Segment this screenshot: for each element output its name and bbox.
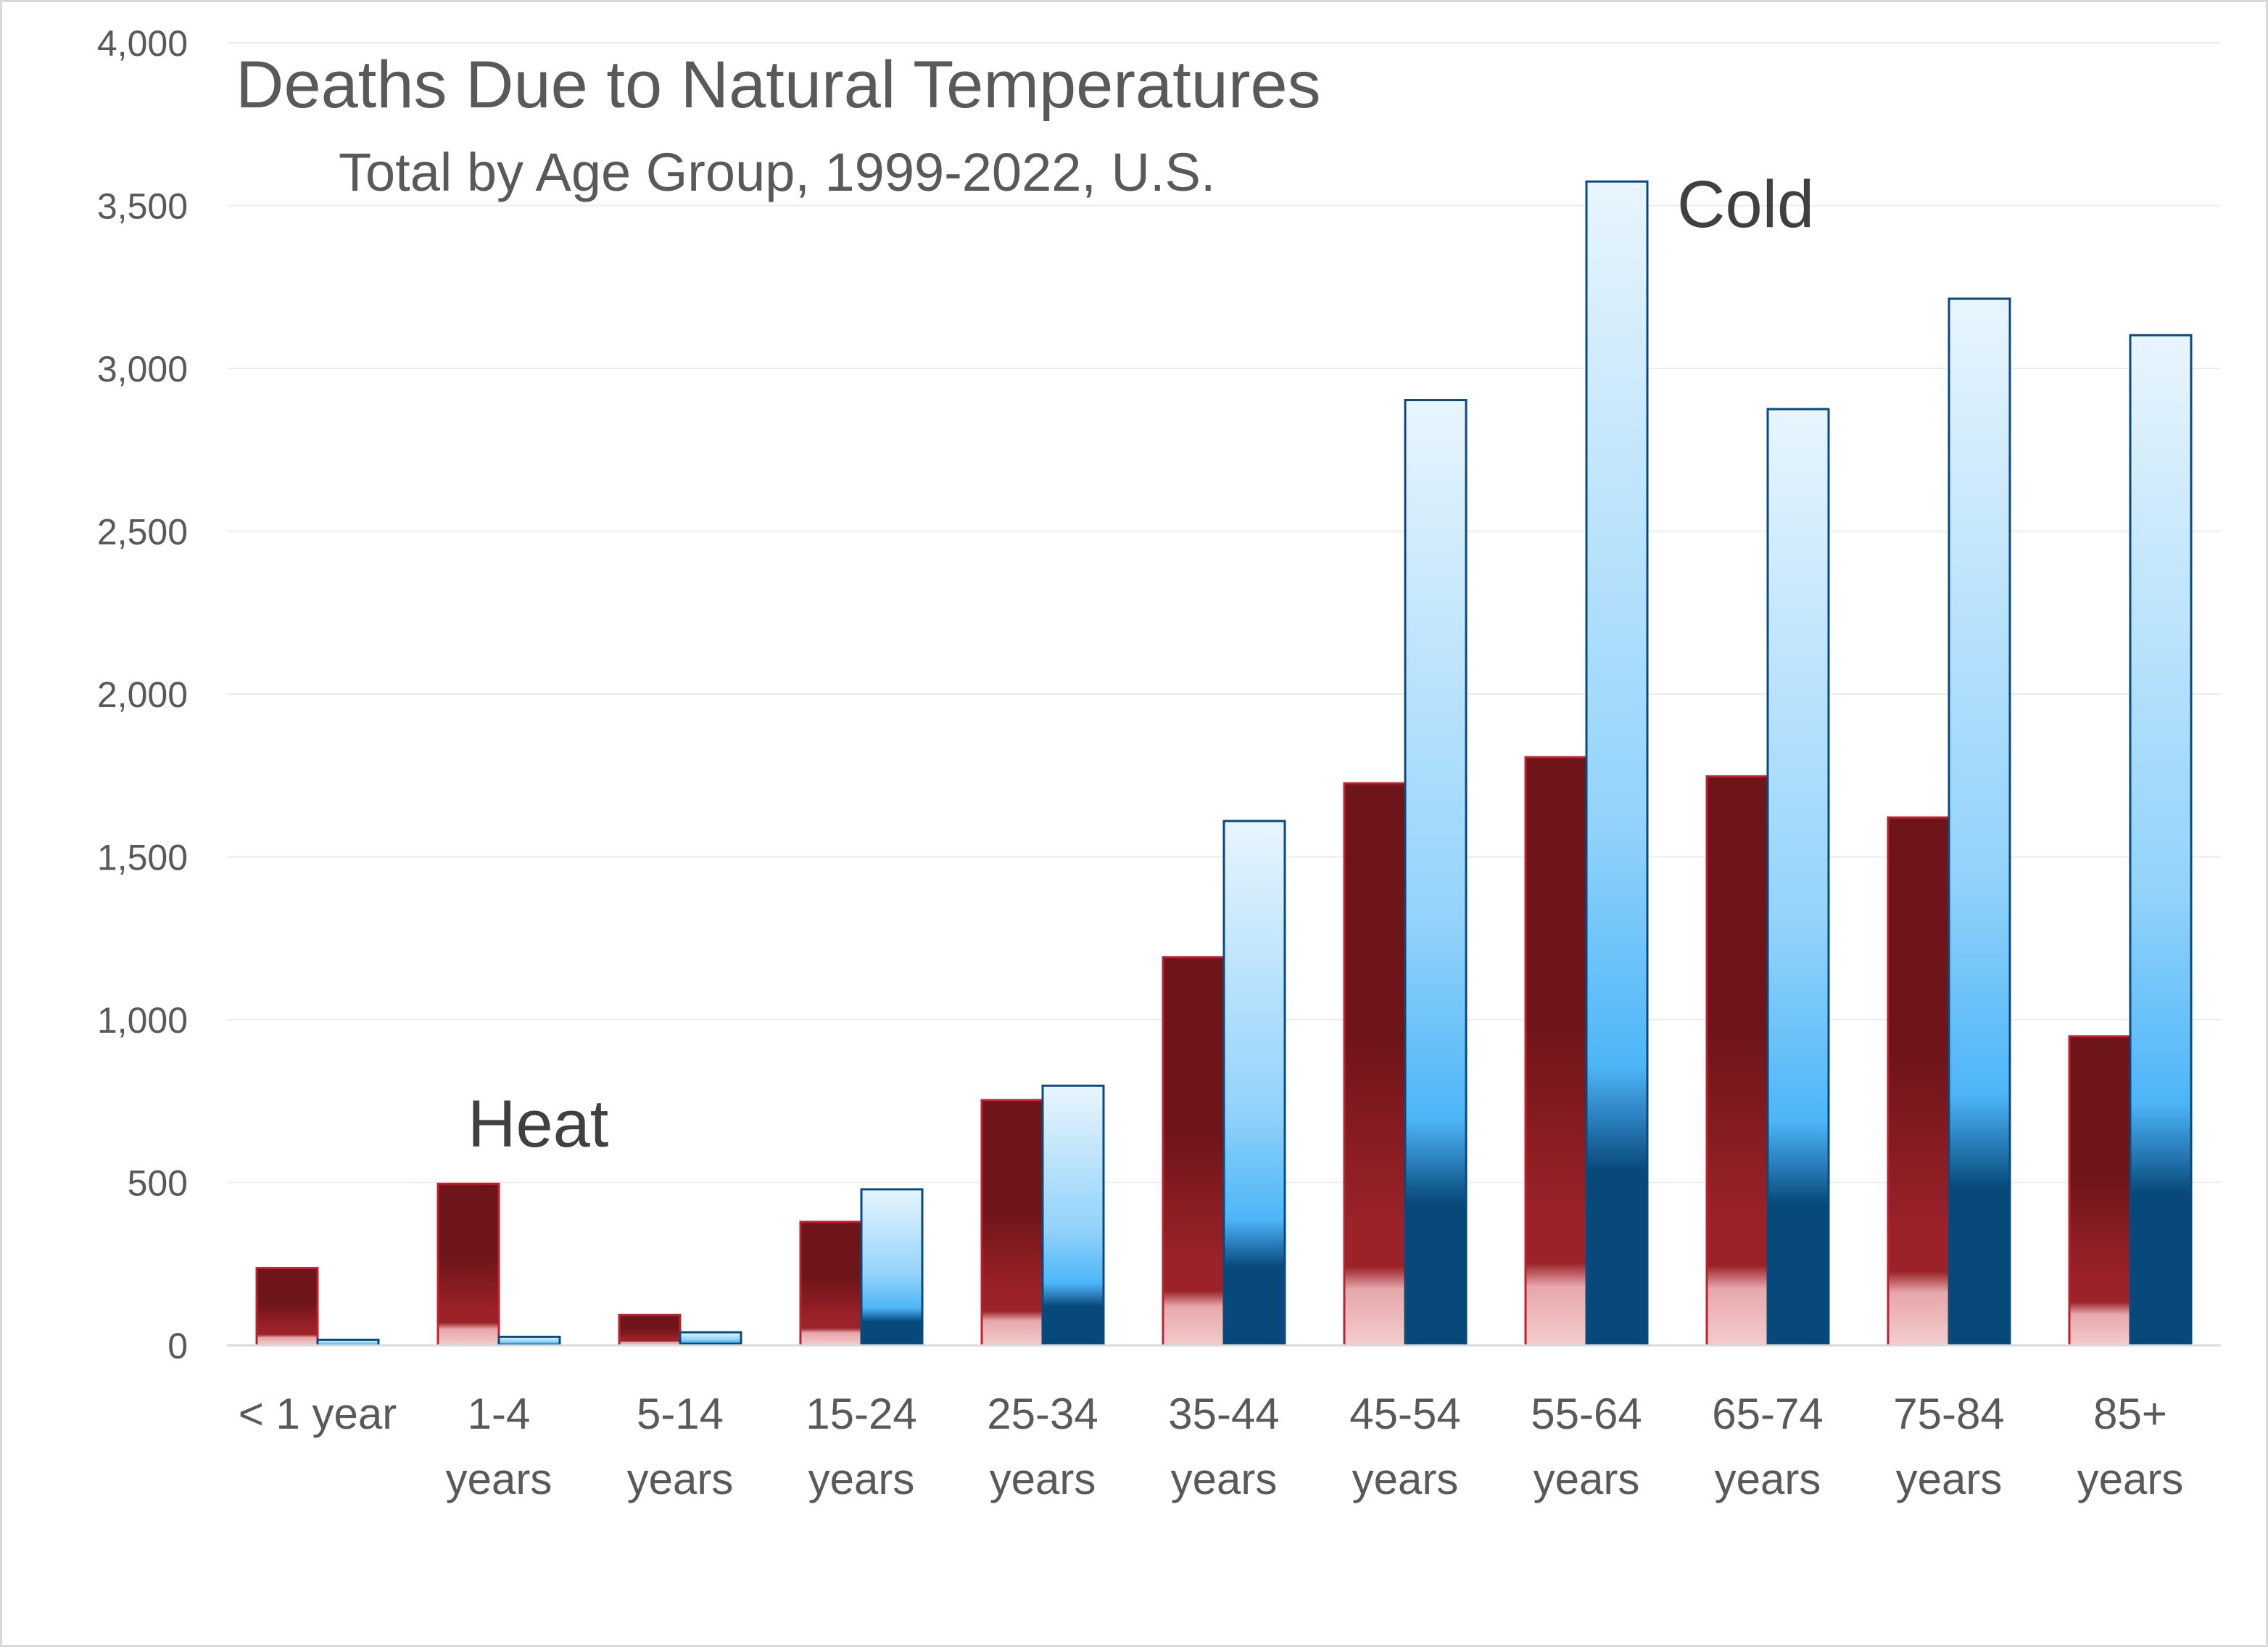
- bar-cold: [1222, 820, 1286, 1347]
- x-tick-label: < 1 year: [239, 1390, 397, 1438]
- x-tick-label: years: [1534, 1455, 1640, 1503]
- x-tick-label: 5-14: [637, 1390, 724, 1438]
- y-tick-label: 3,000: [97, 349, 188, 389]
- bar-cold: [497, 1335, 561, 1347]
- x-tick-label: years: [1352, 1455, 1459, 1503]
- x-tick-label: 55-64: [1531, 1390, 1642, 1438]
- bar-heat: [2068, 1035, 2132, 1347]
- y-tick-label: 1,000: [97, 1000, 188, 1041]
- y-axis-ticks: 0 500 1,000 1,500 2,000 2,500 3,000 3,500 4,000: [97, 23, 188, 1366]
- annotation-cold: Cold: [1677, 168, 1814, 242]
- bar-heat: [1705, 775, 1769, 1347]
- bars: [255, 180, 2193, 1347]
- bar-heat: [1887, 816, 1950, 1347]
- y-tick-label: 1,500: [97, 838, 188, 878]
- chart-subtitle: Total by Age Group, 1999-2022, U.S.: [339, 142, 1215, 202]
- bar-heat: [1524, 756, 1588, 1347]
- y-tick-label: 2,500: [97, 512, 188, 553]
- x-tick-label: 75-84: [1893, 1390, 2004, 1438]
- bar-cold: [2129, 334, 2193, 1347]
- x-tick-label: years: [627, 1455, 734, 1503]
- bar-heat: [799, 1221, 863, 1347]
- y-tick-label: 3,500: [97, 186, 188, 227]
- y-tick-label: 4,000: [97, 23, 188, 64]
- x-tick-label: years: [2077, 1455, 2184, 1503]
- y-tick-label: 0: [167, 1326, 188, 1366]
- bar-heat: [618, 1313, 682, 1347]
- bar-cold: [1766, 408, 1830, 1347]
- x-axis-ticks: < 1 year 1-4 years 5-14 years 15-24 years 25-34…: [239, 1390, 2184, 1503]
- bar-heat: [1162, 956, 1225, 1347]
- x-tick-label: years: [808, 1455, 915, 1503]
- x-tick-label: 25-34: [987, 1390, 1098, 1438]
- x-tick-label: years: [990, 1455, 1096, 1503]
- bar-cold: [1404, 399, 1468, 1347]
- y-tick-label: 2,000: [97, 674, 188, 715]
- x-tick-label: years: [1896, 1455, 2003, 1503]
- bar-cold: [1948, 297, 2011, 1347]
- x-tick-label: 35-44: [1168, 1390, 1279, 1438]
- x-tick-label: 1-4: [468, 1390, 531, 1438]
- x-tick-label: 85+: [2093, 1390, 2167, 1438]
- x-tick-label: 45-54: [1349, 1390, 1460, 1438]
- bar-heat: [436, 1182, 500, 1347]
- bar-cold: [860, 1188, 924, 1347]
- bar-heat: [980, 1099, 1044, 1347]
- bar-heat: [255, 1267, 319, 1347]
- x-tick-label: years: [1715, 1455, 1821, 1503]
- bar-cold: [1585, 180, 1649, 1347]
- bar-cold: [679, 1331, 742, 1347]
- x-tick-label: years: [1171, 1455, 1278, 1503]
- bar-cold: [1041, 1084, 1105, 1347]
- x-tick-label: 15-24: [806, 1390, 916, 1438]
- chart-title: Deaths Due to Natural Temperatures: [236, 48, 1321, 122]
- bar-heat: [1343, 782, 1407, 1347]
- annotation-heat: Heat: [468, 1087, 608, 1161]
- x-tick-label: years: [446, 1455, 552, 1503]
- y-tick-label: 500: [128, 1163, 188, 1204]
- x-tick-label: 65-74: [1712, 1390, 1823, 1438]
